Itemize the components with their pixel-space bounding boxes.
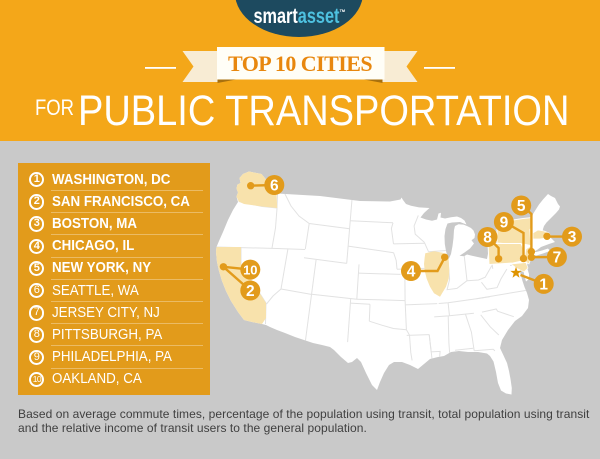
svg-text:4: 4 — [407, 264, 416, 281]
svg-text:7: 7 — [553, 250, 562, 267]
svg-text:1: 1 — [539, 276, 548, 293]
svg-text:5: 5 — [517, 198, 526, 215]
svg-text:3: 3 — [568, 229, 577, 246]
svg-text:8: 8 — [483, 230, 492, 247]
svg-text:2: 2 — [246, 283, 255, 300]
svg-text:9: 9 — [500, 215, 509, 232]
svg-text:10: 10 — [243, 263, 257, 278]
svg-text:6: 6 — [270, 178, 279, 195]
